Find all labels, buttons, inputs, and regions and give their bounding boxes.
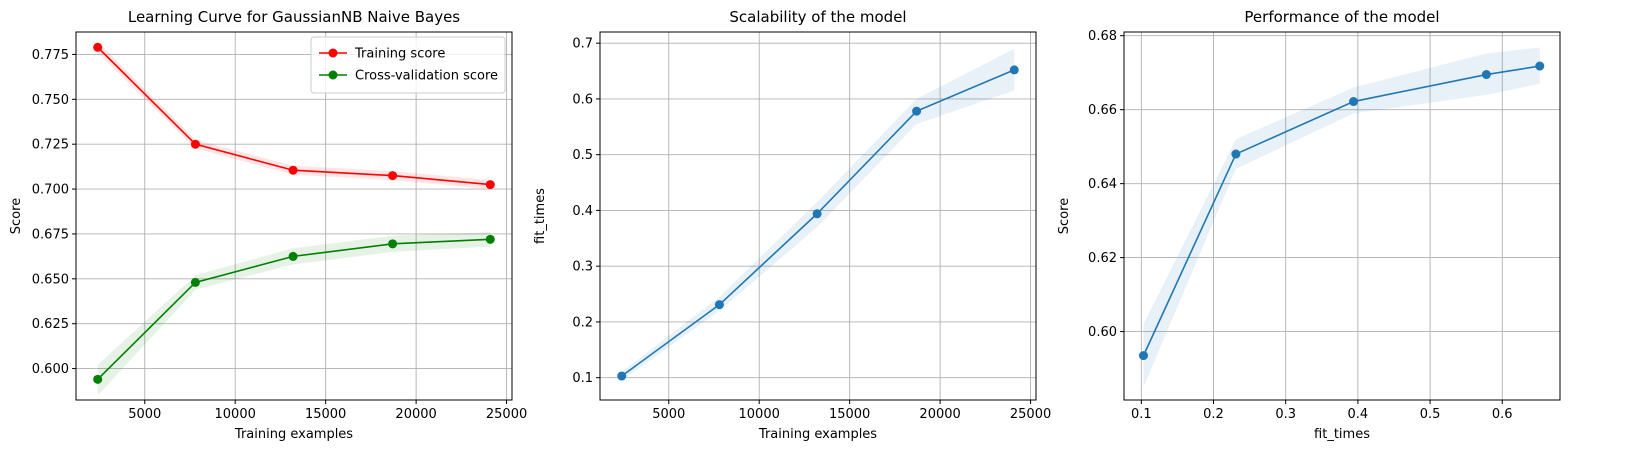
x-tick-label: 15000 [829, 407, 870, 422]
y-tick-label: 0.2 [572, 315, 593, 330]
data-point [485, 180, 495, 190]
data-point [485, 234, 495, 244]
axes-frame [599, 31, 1037, 401]
data-point [1481, 70, 1491, 80]
y-axis-label: fit_times [533, 188, 548, 244]
x-tick-label: 25000 [1010, 407, 1051, 422]
legend-marker [328, 48, 338, 58]
y-tick-label: 0.4 [572, 204, 593, 219]
axes-frame [1123, 31, 1561, 401]
y-axis-label: Score [1057, 198, 1072, 234]
legend-label: Cross-validation score [355, 69, 498, 84]
x-tick-label: 10000 [739, 407, 780, 422]
x-tick-label: 25000 [486, 407, 527, 422]
x-tick-label: 0.6 [1492, 407, 1513, 422]
data-point [93, 374, 103, 384]
x-tick-label: 0.1 [1131, 407, 1152, 422]
y-tick-label: 0.675 [32, 227, 69, 242]
x-tick-label: 20000 [395, 407, 436, 422]
x-tick-label: 15000 [305, 407, 346, 422]
x-axis-label: fit_times [1314, 427, 1370, 442]
y-tick-label: 0.66 [1088, 103, 1117, 118]
confidence-band [1143, 47, 1540, 388]
y-tick-label: 0.3 [572, 260, 593, 275]
confidence-band-cross-validation-score [97, 232, 491, 396]
data-point [1231, 149, 1241, 159]
y-tick-label: 0.68 [1088, 29, 1117, 44]
chart-title: Performance of the model [1244, 8, 1439, 26]
y-tick-label: 0.6 [572, 92, 593, 107]
data-point [288, 165, 298, 175]
x-tick-label: 0.5 [1420, 407, 1441, 422]
x-tick-label: 20000 [919, 407, 960, 422]
data-point [812, 209, 822, 219]
data-point [388, 239, 398, 249]
y-tick-label: 0.5 [572, 148, 593, 163]
legend-box [310, 36, 506, 94]
x-tick-label: 0.2 [1203, 407, 1224, 422]
x-tick-label: 0.4 [1348, 407, 1369, 422]
x-tick-label: 0.3 [1275, 407, 1296, 422]
y-tick-label: 0.625 [32, 317, 69, 332]
chart-panel-1: 5000 10000 15000 20000 25000 0.600 0.625 0.650 0… [9, 8, 527, 442]
data-point [288, 251, 298, 261]
y-tick-label: 0.1 [572, 371, 593, 386]
legend: Training score Cross-validation score [310, 36, 506, 94]
x-tick-label: 5000 [652, 407, 685, 422]
data-point [93, 42, 103, 52]
x-tick-label: 5000 [128, 407, 161, 422]
data-point [617, 371, 627, 381]
y-tick-label: 0.650 [32, 272, 69, 287]
data-point [1349, 97, 1359, 107]
data-point [714, 300, 724, 310]
data-point [1535, 61, 1545, 71]
data-point [190, 277, 200, 287]
chart-panel-3: 0.1 0.2 0.3 0.4 0.5 0.6 0.60 0.62 0.64 0.66 0.68 Pe… [1057, 8, 1561, 442]
axes-frame [75, 31, 513, 401]
data-point [388, 171, 398, 181]
y-tick-label: 0.750 [32, 93, 69, 108]
y-tick-label: 0.725 [32, 138, 69, 153]
chart-panel-2: 5000 10000 15000 20000 25000 0.1 0.2 0.3 0.4 0.5 0… [533, 8, 1051, 442]
legend-marker [328, 70, 338, 80]
x-tick-label: 10000 [215, 407, 256, 422]
y-tick-label: 0.600 [32, 362, 69, 377]
data-point [1138, 351, 1148, 361]
x-axis-label: Training examples [758, 427, 877, 442]
y-tick-label: 0.775 [32, 48, 69, 63]
chart-title: Learning Curve for GaussianNB Naive Baye… [128, 8, 460, 26]
data-point [1009, 65, 1019, 75]
y-axis-label: Score [9, 198, 24, 234]
y-tick-label: 0.62 [1088, 251, 1117, 266]
y-tick-label: 0.700 [32, 183, 69, 198]
data-point [190, 139, 200, 149]
y-tick-label: 0.60 [1088, 325, 1117, 340]
data-point [912, 106, 922, 116]
x-axis-label: Training examples [234, 427, 353, 442]
legend-label: Training score [354, 47, 445, 62]
y-tick-label: 0.64 [1088, 177, 1117, 192]
chart-title: Scalability of the model [729, 8, 906, 26]
y-tick-label: 0.7 [572, 37, 593, 52]
